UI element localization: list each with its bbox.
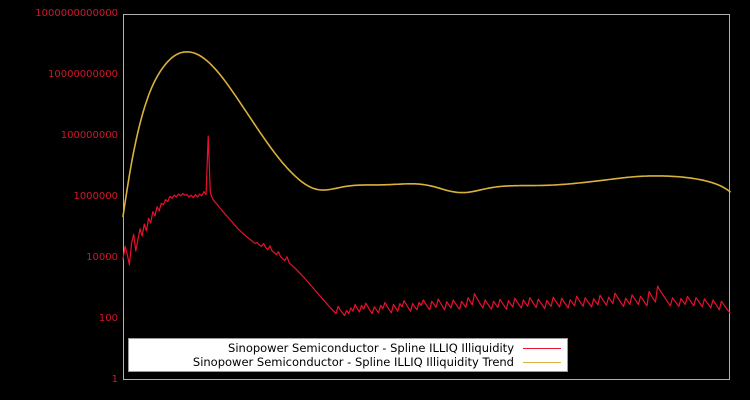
data-series-layer	[122, 51, 731, 317]
y-tick-label: 1000000000000	[35, 8, 118, 19]
legend-item-illiquidity-trend: Sinopower Semiconductor - Spline ILLIQ I…	[135, 355, 561, 369]
y-tick-label: 100	[98, 313, 118, 324]
chart-legend: Sinopower Semiconductor - Spline ILLIQ I…	[128, 338, 568, 372]
plot-frame	[123, 14, 730, 380]
legend-swatch-illiquidity	[523, 347, 561, 349]
y-tick-label: 1000000	[73, 191, 118, 202]
legend-item-illiquidity: Sinopower Semiconductor - Spline ILLIQ I…	[135, 341, 561, 355]
legend-swatch-illiquidity-trend	[523, 361, 561, 363]
legend-label-illiquidity-trend: Sinopower Semiconductor - Spline ILLIQ I…	[192, 355, 514, 369]
legend-label-illiquidity: Sinopower Semiconductor - Spline ILLIQ I…	[228, 341, 514, 355]
y-tick-label: 10000000000	[48, 69, 118, 80]
y-tick-label: 100000000	[60, 130, 118, 141]
y-tick-label: 1	[111, 374, 118, 385]
series-line-illiquidity-trend	[122, 51, 731, 218]
series-line-illiquidity	[122, 135, 731, 317]
y-tick-label: 10000	[86, 252, 118, 263]
